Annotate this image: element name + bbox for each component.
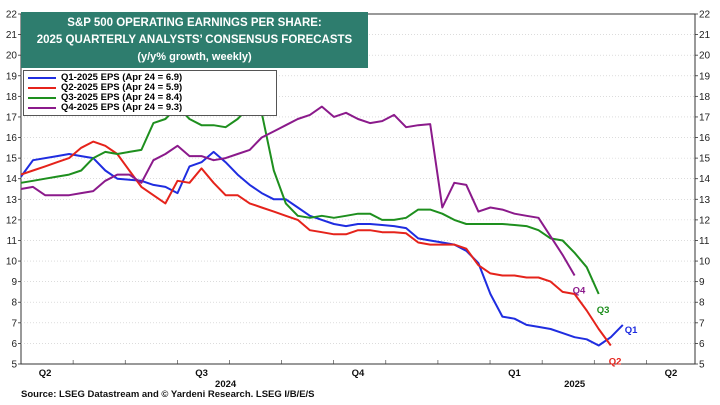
- series-line-q2: [20, 140, 612, 347]
- y-tick-label-left: 18: [6, 92, 18, 103]
- y-tick-label-right: 8: [699, 298, 705, 309]
- y-tick-label-left: 6: [11, 339, 17, 350]
- y-tick-label-left: 22: [6, 10, 18, 21]
- series-line-q1: [20, 150, 624, 347]
- y-tick-label-right: 18: [699, 92, 711, 103]
- y-tick-label-left: 8: [11, 298, 17, 309]
- legend-entry-q3: Q3-2025 EPS (Apr 24 = 8.4): [28, 93, 272, 103]
- y-tick-label-right: 21: [699, 30, 711, 41]
- chart-title: S&P 500 OPERATING EARNINGS PER SHARE:: [67, 17, 322, 29]
- y-tick-label-left: 19: [6, 71, 18, 82]
- y-tick-label-left: 9: [11, 277, 17, 288]
- y-tick-label-left: 20: [6, 51, 18, 62]
- y-tick-label-right: 11: [699, 236, 710, 247]
- chart-title-box: S&P 500 OPERATING EARNINGS PER SHARE: 20…: [21, 12, 368, 68]
- legend-swatch-q4: [28, 107, 56, 109]
- legend-label-q3: Q3-2025 EPS (Apr 24 = 8.4): [61, 92, 183, 103]
- y-tick-label-left: 7: [11, 318, 17, 329]
- legend-swatch-q3: [28, 97, 56, 99]
- y-tick-label-right: 19: [699, 71, 711, 82]
- series-line-q3: [20, 105, 600, 295]
- x-year-label: 2024: [215, 379, 237, 390]
- x-quarter-label: Q3: [195, 368, 208, 379]
- y-tick-label-right: 12: [699, 215, 711, 226]
- y-tick-label-right: 20: [699, 51, 711, 62]
- y-tick-label-left: 16: [6, 133, 18, 144]
- y-tick-label-left: 13: [6, 195, 18, 206]
- series-end-label-q1: Q1: [625, 325, 638, 336]
- legend-label-q2: Q2-2025 EPS (Apr 24 = 5.9): [61, 82, 183, 93]
- x-quarter-label: Q1: [508, 368, 521, 379]
- y-tick-label-left: 11: [7, 236, 18, 247]
- legend-entry-q4: Q4-2025 EPS (Apr 24 = 9.3): [28, 103, 272, 113]
- legend-swatch-q1: [28, 77, 56, 79]
- y-tick-label-right: 10: [699, 257, 711, 268]
- y-tick-label-left: 5: [11, 360, 17, 371]
- series-end-label-q2: Q2: [609, 356, 622, 367]
- legend-label-q4: Q4-2025 EPS (Apr 24 = 9.3): [61, 102, 183, 113]
- legend-entry-q1: Q1-2025 EPS (Apr 24 = 6.9): [28, 73, 272, 83]
- y-tick-label-right: 9: [699, 277, 705, 288]
- x-quarter-label: Q2: [39, 368, 52, 379]
- y-tick-label-left: 17: [6, 112, 18, 123]
- y-tick-label-left: 10: [6, 257, 18, 268]
- y-tick-label-right: 14: [699, 174, 711, 185]
- y-tick-label-right: 17: [699, 112, 711, 123]
- x-quarter-label: Q4: [352, 368, 365, 379]
- series-end-label-q3: Q3: [597, 305, 610, 316]
- series-line-q4: [20, 105, 576, 277]
- legend-entry-q2: Q2-2025 EPS (Apr 24 = 5.9): [28, 83, 272, 93]
- y-tick-label-left: 12: [6, 215, 18, 226]
- tick-layer: 5 5 6 6 7 7 8 8 9 9 10 10 11 11 12 12 13 13 14 14 15 15 16 16 17…: [6, 10, 711, 371]
- y-tick-label-right: 15: [699, 154, 711, 165]
- y-tick-label-right: 13: [699, 195, 711, 206]
- y-tick-label-right: 6: [699, 339, 705, 350]
- chart-subtitle: 2025 QUARTERLY ANALYSTS’ CONSENSUS FOREC…: [36, 34, 353, 46]
- y-tick-label-left: 21: [6, 30, 18, 41]
- y-tick-label-left: 15: [6, 154, 18, 165]
- chart-legend: Q1-2025 EPS (Apr 24 = 6.9) Q2-2025 EPS (…: [23, 70, 277, 116]
- x-year-label: 2025: [564, 379, 586, 390]
- chart-note: (y/y% growth, weekly): [137, 51, 252, 63]
- y-tick-label-right: 5: [699, 360, 705, 371]
- legend-swatch-q2: [28, 87, 56, 89]
- y-tick-label-right: 22: [699, 10, 711, 21]
- x-quarter-label: Q2: [665, 368, 678, 379]
- legend-label-q1: Q1-2025 EPS (Apr 24 = 6.9): [61, 72, 183, 83]
- series-layer: [20, 105, 624, 347]
- label-layer: Q2 Q3 Q4 Q1 Q2 2024 2025 Q1 Q2 Q3 Q4: [39, 285, 678, 390]
- source-note: Source: LSEG Datastream and © Yardeni Re…: [21, 389, 315, 400]
- y-tick-label-right: 7: [699, 318, 705, 329]
- y-tick-label-right: 16: [699, 133, 711, 144]
- y-tick-label-left: 14: [6, 174, 18, 185]
- series-end-label-q4: Q4: [573, 285, 586, 296]
